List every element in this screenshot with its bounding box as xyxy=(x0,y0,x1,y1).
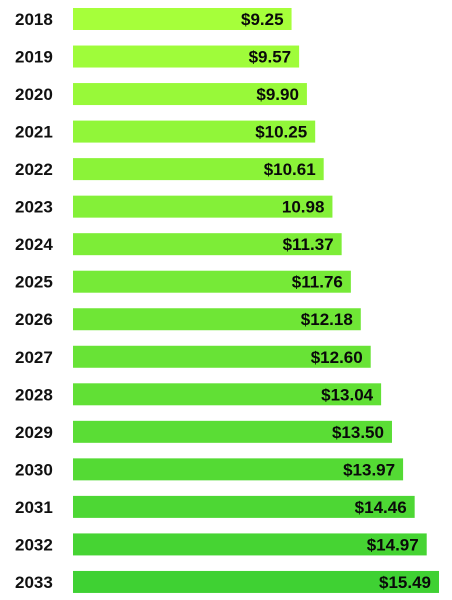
value-label-2031: $14.46 xyxy=(355,498,407,517)
value-label-2024: $11.37 xyxy=(283,235,334,254)
bar-2029 xyxy=(73,420,392,443)
value-labels-layer: $9.25 $9.57 $9.90 $10.25 $10.61 10.98 $11.37 $1… xyxy=(241,10,431,592)
bar-2023 xyxy=(73,195,333,218)
bar-2021 xyxy=(73,120,316,143)
bar-2027 xyxy=(73,345,371,368)
value-label-2023: 10.98 xyxy=(282,198,325,217)
bar-2030 xyxy=(73,458,404,481)
year-label-2028: 2028 xyxy=(15,385,53,404)
year-label-2026: 2026 xyxy=(15,310,53,329)
bar-2022 xyxy=(73,158,324,181)
value-label-2027: $12.60 xyxy=(311,348,363,367)
year-label-2023: 2023 xyxy=(15,198,53,217)
bar-2026 xyxy=(73,308,361,331)
year-label-2019: 2019 xyxy=(15,48,53,67)
year-label-2022: 2022 xyxy=(15,160,53,179)
bar-2020 xyxy=(73,83,307,106)
bar-2031 xyxy=(73,495,415,518)
year-label-2029: 2029 xyxy=(15,423,53,442)
year-label-2032: 2032 xyxy=(15,535,53,554)
year-labels-layer: 2018 2019 2020 2021 2022 2023 2024 2025 2026 2027… xyxy=(15,10,53,592)
year-label-2025: 2025 xyxy=(15,273,53,292)
year-label-2021: 2021 xyxy=(15,123,53,142)
value-label-2033: $15.49 xyxy=(379,573,431,592)
value-label-2018: $9.25 xyxy=(241,10,284,29)
year-label-2020: 2020 xyxy=(15,85,53,104)
year-label-2031: 2031 xyxy=(15,498,53,517)
year-label-2027: 2027 xyxy=(15,348,53,367)
value-label-2029: $13.50 xyxy=(332,423,384,442)
year-label-2033: 2033 xyxy=(15,573,53,592)
value-label-2020: $9.90 xyxy=(256,85,299,104)
year-label-2030: 2030 xyxy=(15,460,53,479)
value-label-2019: $9.57 xyxy=(249,48,292,67)
value-label-2026: $12.18 xyxy=(301,310,353,329)
bar-2033 xyxy=(73,570,439,593)
year-label-2018: 2018 xyxy=(15,10,53,29)
value-label-2025: $11.76 xyxy=(292,273,343,292)
value-label-2028: $13.04 xyxy=(321,385,374,404)
bar-2019 xyxy=(73,45,300,68)
bar-2032 xyxy=(73,533,427,556)
value-label-2030: $13.97 xyxy=(343,460,395,479)
bar-2028 xyxy=(73,383,382,406)
bar-2024 xyxy=(73,233,342,256)
bars-layer xyxy=(73,8,439,593)
bar-2018 xyxy=(73,8,292,30)
value-label-2022: $10.61 xyxy=(264,160,316,179)
bar-2025 xyxy=(73,270,351,293)
value-label-2021: $10.25 xyxy=(255,123,307,142)
year-label-2024: 2024 xyxy=(15,235,53,254)
value-label-2032: $14.97 xyxy=(367,535,419,554)
